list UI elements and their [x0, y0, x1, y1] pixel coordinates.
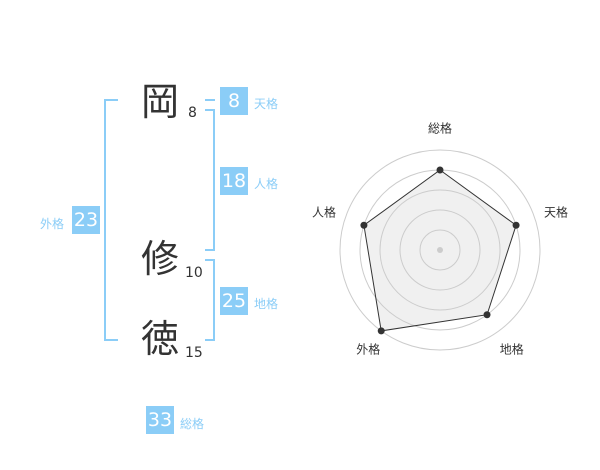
chikaku-value: 25 [220, 287, 248, 315]
radar-ring [379, 189, 501, 311]
name-char-2: 修 [140, 237, 179, 281]
radar-ring [399, 209, 481, 291]
tenkaku-bracket [205, 99, 215, 101]
radar-axis-label: 総格 [427, 121, 453, 136]
chikaku-bracket [205, 259, 215, 341]
soukaku-label: 総格 [180, 417, 205, 431]
jinkaku-label: 人格 [254, 177, 279, 191]
jinkaku-bracket [205, 109, 215, 251]
radar-point [483, 311, 491, 319]
radar-point [512, 221, 520, 229]
gaikaku-label: 外格 [40, 217, 65, 231]
radar-axis-label: 人格 [311, 205, 336, 220]
radar-line [363, 169, 517, 332]
stroke-count-2: 10 [185, 265, 203, 281]
radar-point [360, 221, 368, 229]
stroke-count-1: 8 [188, 105, 197, 121]
radar-center [437, 247, 443, 253]
gaikaku-value: 23 [72, 206, 100, 234]
radar-ring [339, 149, 541, 351]
soukaku-value: 33 [146, 406, 174, 434]
radar-ring [419, 229, 461, 271]
gaikaku-bracket [104, 99, 118, 341]
tenkaku-label: 天格 [254, 97, 279, 111]
chikaku-label: 地格 [254, 297, 279, 311]
tenkaku-value: 8 [220, 87, 248, 115]
radar-point [436, 166, 444, 174]
stroke-count-3: 15 [185, 345, 203, 361]
radar-axis-label: 外格 [356, 342, 381, 357]
radar-axis-label: 天格 [544, 205, 569, 220]
jinkaku-value: 18 [220, 167, 248, 195]
name-char-1: 岡 [140, 80, 179, 124]
name-char-3: 徳 [140, 317, 179, 361]
radar-axis-label: 地格 [499, 342, 524, 357]
radar-point [377, 327, 385, 335]
